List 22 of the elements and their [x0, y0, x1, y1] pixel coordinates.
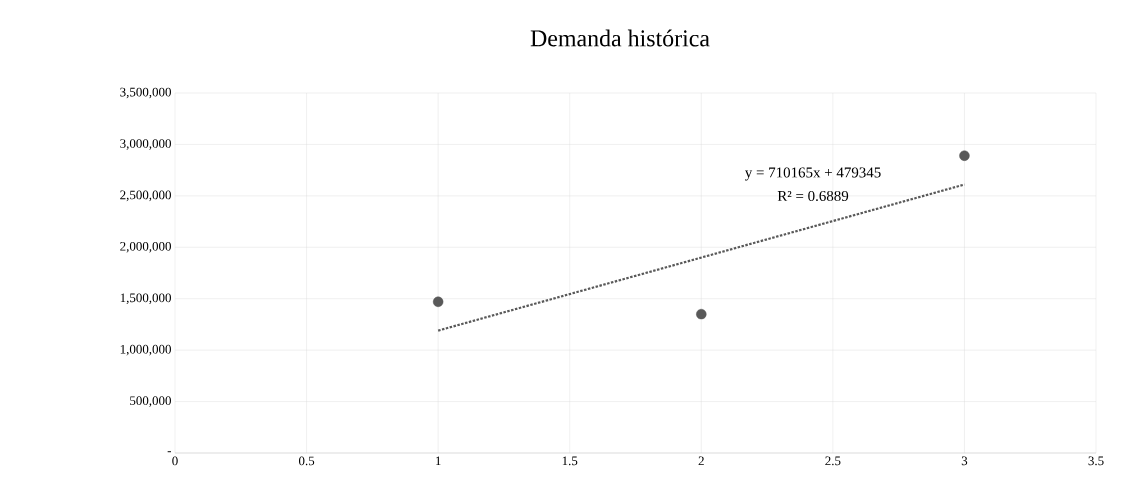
point: [959, 150, 970, 161]
y-tick-label: 500,000: [130, 396, 171, 407]
y-tick-label: 3,500,000: [120, 87, 171, 99]
y-tick-label: 1,500,000: [120, 293, 171, 305]
y-tick-label: 2,000,000: [120, 241, 171, 253]
point: [696, 308, 707, 320]
x-tick-label: 2: [698, 456, 704, 466]
x-tick-label: 0.5: [298, 456, 315, 466]
x-tick-label: 1: [436, 456, 441, 466]
y-tick-label: 1,000,000: [120, 344, 171, 356]
point: [432, 296, 444, 307]
x-tick-label: 1.5: [562, 456, 578, 466]
x-tick-label: 3.5: [1088, 456, 1104, 466]
y-tick-label: 2,500,000: [120, 190, 171, 202]
y-tick-label: 3,000,000: [120, 139, 171, 150]
x-tick-label: 3: [961, 456, 968, 466]
annotation: y = 710165x + 479345: [744, 167, 881, 181]
chart-title: Demanda histórica: [530, 29, 710, 47]
x-tick-label: 0: [172, 456, 178, 466]
x-tick-label: 2.5: [825, 456, 841, 466]
y-tick-label: -: [167, 451, 172, 453]
annotation: R² = 0.6889: [777, 190, 849, 202]
